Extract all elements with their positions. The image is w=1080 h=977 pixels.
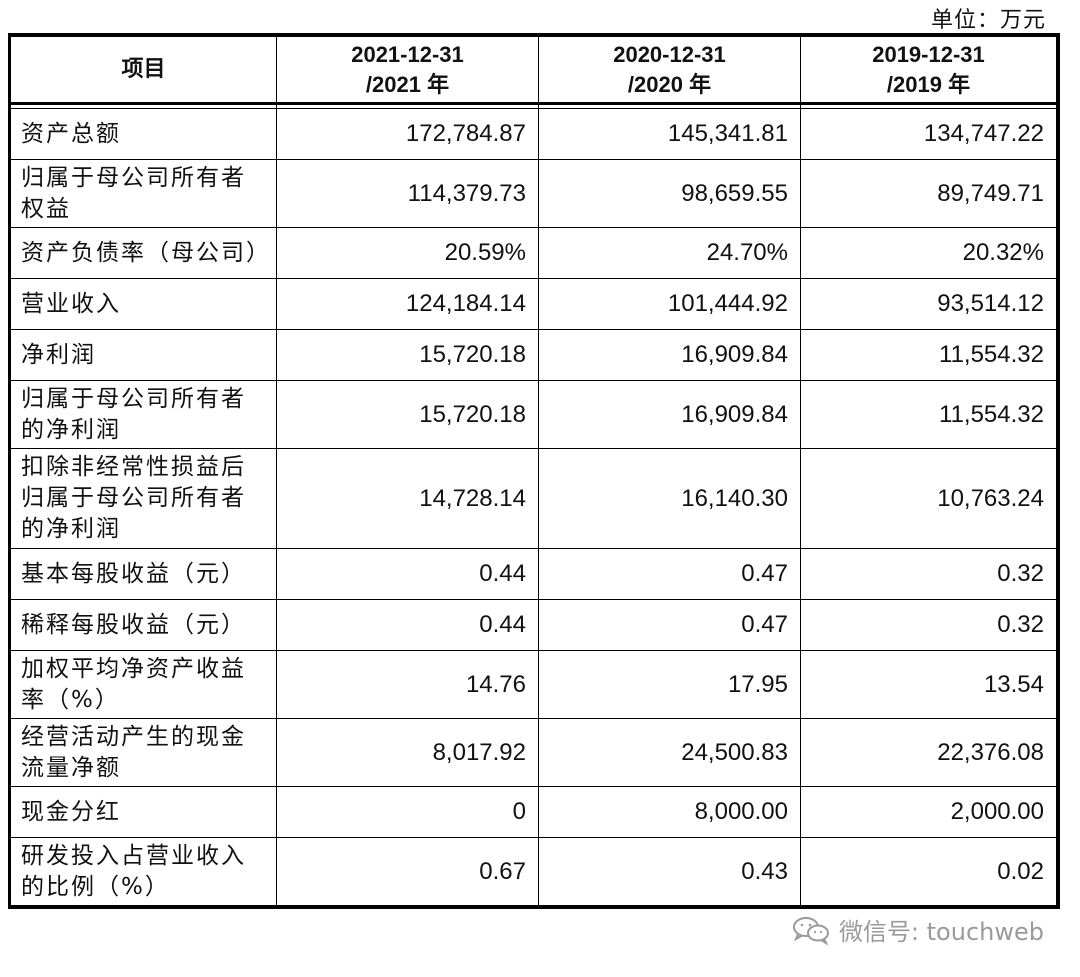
cell-2021: 114,379.73	[277, 160, 539, 228]
row-label: 营业收入	[11, 279, 277, 330]
cell-2020: 101,444.92	[539, 279, 801, 330]
table-row: 资产负债率（母公司） 20.59% 24.70% 20.32%	[11, 228, 1057, 279]
table-header-row: 项目 2021-12-31 /2021 年 2020-12-31 /2020 年…	[11, 37, 1057, 104]
cell-2021: 172,784.87	[277, 109, 539, 160]
row-label: 基本每股收益（元）	[11, 549, 277, 600]
cell-2019: 0.02	[801, 838, 1057, 906]
cell-2021: 0.44	[277, 549, 539, 600]
cell-2020: 98,659.55	[539, 160, 801, 228]
row-label: 加权平均净资产收益率（%）	[11, 651, 277, 719]
cell-2020: 24.70%	[539, 228, 801, 279]
cell-2020: 16,140.30	[539, 449, 801, 549]
table-row: 加权平均净资产收益率（%） 14.76 17.95 13.54	[11, 651, 1057, 719]
cell-2021: 8,017.92	[277, 719, 539, 787]
header-2019-year: /2019 年	[807, 70, 1050, 100]
wechat-icon	[791, 915, 831, 945]
row-label: 归属于母公司所有者的净利润	[11, 381, 277, 449]
cell-2020: 145,341.81	[539, 109, 801, 160]
cell-2019: 13.54	[801, 651, 1057, 719]
cell-2020: 24,500.83	[539, 719, 801, 787]
cell-2019: 0.32	[801, 600, 1057, 651]
table-row: 净利润 15,720.18 16,909.84 11,554.32	[11, 330, 1057, 381]
table-row: 扣除非经常性损益后归属于母公司所有者的净利润 14,728.14 16,140.…	[11, 449, 1057, 549]
cell-2019: 22,376.08	[801, 719, 1057, 787]
table-row: 研发投入占营业收入的比例（%） 0.67 0.43 0.02	[11, 838, 1057, 906]
watermark-text: 微信号: touchweb	[839, 912, 1044, 947]
cell-2020: 8,000.00	[539, 787, 801, 838]
row-label: 净利润	[11, 330, 277, 381]
header-2019: 2019-12-31 /2019 年	[801, 37, 1057, 104]
row-label: 现金分红	[11, 787, 277, 838]
table-row: 现金分红 0 8,000.00 2,000.00	[11, 787, 1057, 838]
row-label: 资产负债率（母公司）	[11, 228, 277, 279]
cell-2019: 10,763.24	[801, 449, 1057, 549]
row-label: 归属于母公司所有者权益	[11, 160, 277, 228]
table-row: 资产总额 172,784.87 145,341.81 134,747.22	[11, 109, 1057, 160]
cell-2019: 93,514.12	[801, 279, 1057, 330]
row-label: 资产总额	[11, 109, 277, 160]
cell-2021: 14,728.14	[277, 449, 539, 549]
header-2021-year: /2021 年	[283, 70, 532, 100]
wechat-watermark: 微信号: touchweb	[791, 912, 1044, 947]
cell-2019: 134,747.22	[801, 109, 1057, 160]
row-label: 稀释每股收益（元）	[11, 600, 277, 651]
cell-2021: 0.44	[277, 600, 539, 651]
header-2020-date: 2020-12-31	[545, 40, 794, 70]
header-2019-date: 2019-12-31	[807, 40, 1050, 70]
table-row: 营业收入 124,184.14 101,444.92 93,514.12	[11, 279, 1057, 330]
cell-2019: 11,554.32	[801, 381, 1057, 449]
cell-2020: 16,909.84	[539, 381, 801, 449]
cell-2019: 0.32	[801, 549, 1057, 600]
cell-2019: 11,554.32	[801, 330, 1057, 381]
cell-2020: 0.47	[539, 600, 801, 651]
cell-2020: 17.95	[539, 651, 801, 719]
cell-2019: 2,000.00	[801, 787, 1057, 838]
table-row: 稀释每股收益（元） 0.44 0.47 0.32	[11, 600, 1057, 651]
row-label: 研发投入占营业收入的比例（%）	[11, 838, 277, 906]
cell-2020: 0.47	[539, 549, 801, 600]
header-2021-date: 2021-12-31	[283, 40, 532, 70]
cell-2020: 0.43	[539, 838, 801, 906]
unit-label: 单位：万元	[931, 2, 1046, 34]
table-row: 基本每股收益（元） 0.44 0.47 0.32	[11, 549, 1057, 600]
row-label: 扣除非经常性损益后归属于母公司所有者的净利润	[11, 449, 277, 549]
table-row: 归属于母公司所有者权益 114,379.73 98,659.55 89,749.…	[11, 160, 1057, 228]
financial-table: 项目 2021-12-31 /2021 年 2020-12-31 /2020 年…	[8, 33, 1060, 909]
table-row: 经营活动产生的现金流量净额 8,017.92 24,500.83 22,376.…	[11, 719, 1057, 787]
row-label: 经营活动产生的现金流量净额	[11, 719, 277, 787]
cell-2019: 89,749.71	[801, 160, 1057, 228]
cell-2019: 20.32%	[801, 228, 1057, 279]
cell-2021: 0.67	[277, 838, 539, 906]
header-2020: 2020-12-31 /2020 年	[539, 37, 801, 104]
cell-2021: 124,184.14	[277, 279, 539, 330]
cell-2021: 14.76	[277, 651, 539, 719]
cell-2021: 15,720.18	[277, 381, 539, 449]
table-row: 归属于母公司所有者的净利润 15,720.18 16,909.84 11,554…	[11, 381, 1057, 449]
cell-2020: 16,909.84	[539, 330, 801, 381]
cell-2021: 20.59%	[277, 228, 539, 279]
header-item: 项目	[11, 37, 277, 104]
header-2020-year: /2020 年	[545, 70, 794, 100]
header-2021: 2021-12-31 /2021 年	[277, 37, 539, 104]
cell-2021: 0	[277, 787, 539, 838]
cell-2021: 15,720.18	[277, 330, 539, 381]
